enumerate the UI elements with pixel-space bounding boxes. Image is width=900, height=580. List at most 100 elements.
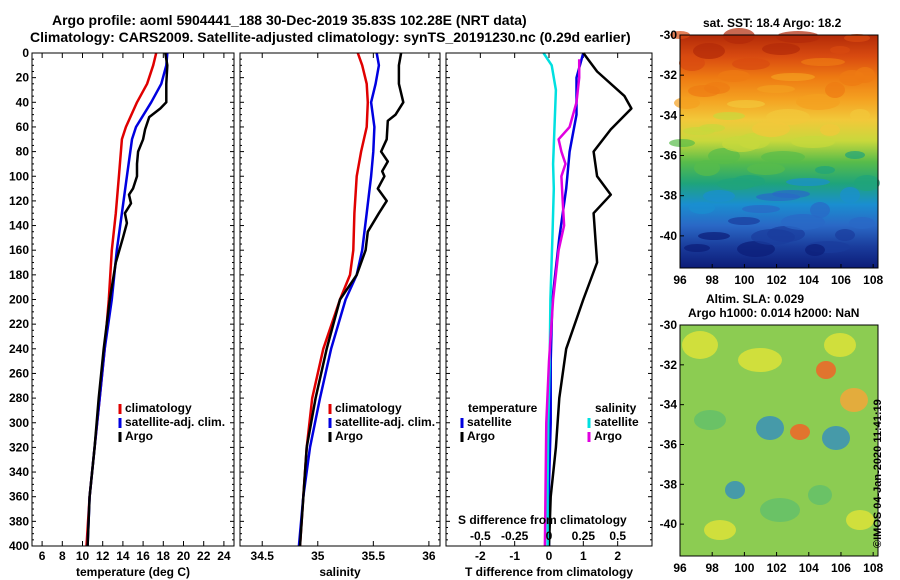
legend-label: satellite-adj. clim. bbox=[335, 415, 435, 429]
x-axis-label: T difference from climatology bbox=[465, 565, 633, 579]
sla-blob bbox=[816, 361, 836, 379]
x-tick-label: 1 bbox=[580, 549, 587, 563]
lon-tick-label: 100 bbox=[734, 561, 754, 575]
sst-patch bbox=[723, 28, 755, 44]
sst-patch bbox=[679, 55, 705, 71]
map-frame bbox=[679, 34, 879, 269]
sst-patch bbox=[698, 232, 730, 240]
sst-patch bbox=[757, 85, 795, 93]
lon-tick-label: 98 bbox=[706, 561, 720, 575]
sla-blob bbox=[840, 388, 868, 412]
lat-tick-label: -38 bbox=[660, 477, 678, 491]
y-tick-label: 380 bbox=[9, 514, 29, 528]
sla-blob bbox=[760, 498, 800, 522]
lat-tick-label: -38 bbox=[660, 189, 678, 203]
panel-3: -2 -1 0 1 2 T difference from climatology temp… bbox=[445, 52, 653, 579]
lon-tick-label: 98 bbox=[706, 273, 720, 287]
y-tick-label: 0 bbox=[22, 46, 29, 60]
y-tick-label: 100 bbox=[9, 169, 29, 183]
lon-tick-label: 106 bbox=[831, 273, 851, 287]
y-tick-label: 140 bbox=[9, 219, 29, 233]
legend-label: Argo bbox=[467, 429, 495, 443]
plot-frame bbox=[239, 52, 441, 547]
lon-tick-label: 96 bbox=[673, 273, 687, 287]
sst-patch bbox=[766, 109, 810, 125]
sla-blob bbox=[725, 481, 745, 499]
y-tick-label: 320 bbox=[9, 440, 29, 454]
lon-tick-label: 108 bbox=[863, 561, 883, 575]
legend-label: Argo bbox=[594, 429, 622, 443]
y-tick-label: 60 bbox=[16, 120, 30, 134]
x2-tick-label: -0.25 bbox=[501, 529, 529, 543]
lon-tick-label: 96 bbox=[673, 561, 687, 575]
y-tick-label: 40 bbox=[16, 95, 30, 109]
lat-tick-label: -40 bbox=[660, 229, 678, 243]
legend-label: satellite-adj. clim. bbox=[125, 415, 225, 429]
sst-patch bbox=[820, 124, 840, 136]
sst-patch bbox=[708, 148, 740, 164]
chart-title-line2: Climatology: CARS2009. Satellite-adjuste… bbox=[30, 29, 631, 45]
y-tick-label: 20 bbox=[16, 71, 30, 85]
x-tick-label: 12 bbox=[96, 549, 110, 563]
x-tick-label: 35 bbox=[311, 549, 325, 563]
sst-patch bbox=[825, 82, 845, 98]
sla-blob bbox=[790, 424, 810, 440]
sst-patch bbox=[727, 100, 765, 108]
y-tick-label: 120 bbox=[9, 194, 29, 208]
y-tick-label: 400 bbox=[9, 539, 29, 553]
lon-tick-label: 102 bbox=[767, 273, 787, 287]
y-tick-label: 160 bbox=[9, 243, 29, 257]
sst-patch bbox=[756, 193, 800, 201]
x-axis-label: salinity bbox=[319, 565, 361, 579]
x-axis-label: temperature (deg C) bbox=[76, 565, 190, 579]
sst-patch bbox=[669, 139, 695, 147]
plot-frame bbox=[445, 52, 653, 547]
sst-patch bbox=[762, 43, 800, 55]
sst-patch bbox=[717, 178, 755, 190]
panel-1: 0 20 40 60 80 100 120 140 160 180 200 220 240 260 280 3… bbox=[9, 46, 235, 579]
imos-stamp: ©IMOS 04-Jan-2020 11:41:19 bbox=[872, 399, 884, 548]
x-axis-label-2: S difference from climatology bbox=[458, 513, 627, 527]
sst-map bbox=[669, 28, 880, 268]
sst-patch bbox=[683, 127, 715, 135]
lon-tick-label: 104 bbox=[799, 273, 819, 287]
legend-label: Argo bbox=[335, 429, 363, 443]
series-argo bbox=[86, 52, 169, 547]
x-tick-label: 18 bbox=[157, 549, 171, 563]
sst-patch bbox=[791, 136, 835, 148]
lat-tick-label: -32 bbox=[660, 358, 678, 372]
sst-patch bbox=[815, 166, 835, 174]
sst-patch bbox=[844, 34, 870, 42]
lon-tick-label: 108 bbox=[863, 273, 883, 287]
legend-header-temperature: temperature bbox=[468, 401, 538, 415]
x-tick-label: -1 bbox=[509, 549, 520, 563]
sst-patch bbox=[718, 70, 750, 82]
lon-tick-label: 100 bbox=[734, 273, 754, 287]
x-tick-label: 2 bbox=[614, 549, 621, 563]
sst-patch bbox=[830, 46, 850, 54]
y-tick-label: 300 bbox=[9, 416, 29, 430]
series-temperature-argo bbox=[547, 52, 633, 547]
x-tick-label: 10 bbox=[76, 549, 90, 563]
sla-blob bbox=[738, 348, 782, 372]
sla-blob bbox=[694, 410, 726, 430]
sst-patch bbox=[849, 217, 875, 229]
sst-patch bbox=[840, 187, 860, 203]
sst-patch bbox=[835, 229, 855, 241]
sst-patch bbox=[839, 70, 865, 86]
sla-blob bbox=[756, 416, 784, 440]
sst-patch bbox=[747, 163, 785, 175]
sst-patch bbox=[850, 109, 870, 121]
x2-tick-label: 0 bbox=[546, 529, 553, 543]
legend-label: satellite bbox=[594, 415, 639, 429]
sst-patch bbox=[761, 151, 805, 163]
y-tick-label: 340 bbox=[9, 465, 29, 479]
sst-patch bbox=[771, 73, 815, 81]
plot-frame bbox=[31, 52, 235, 547]
series-satellite-adj-clim- bbox=[86, 52, 169, 547]
sst-patch bbox=[796, 94, 840, 110]
sla-map bbox=[680, 325, 878, 556]
x-tick-label: 6 bbox=[39, 549, 46, 563]
sst-patch bbox=[674, 97, 700, 109]
x2-tick-label: 0.25 bbox=[572, 529, 596, 543]
